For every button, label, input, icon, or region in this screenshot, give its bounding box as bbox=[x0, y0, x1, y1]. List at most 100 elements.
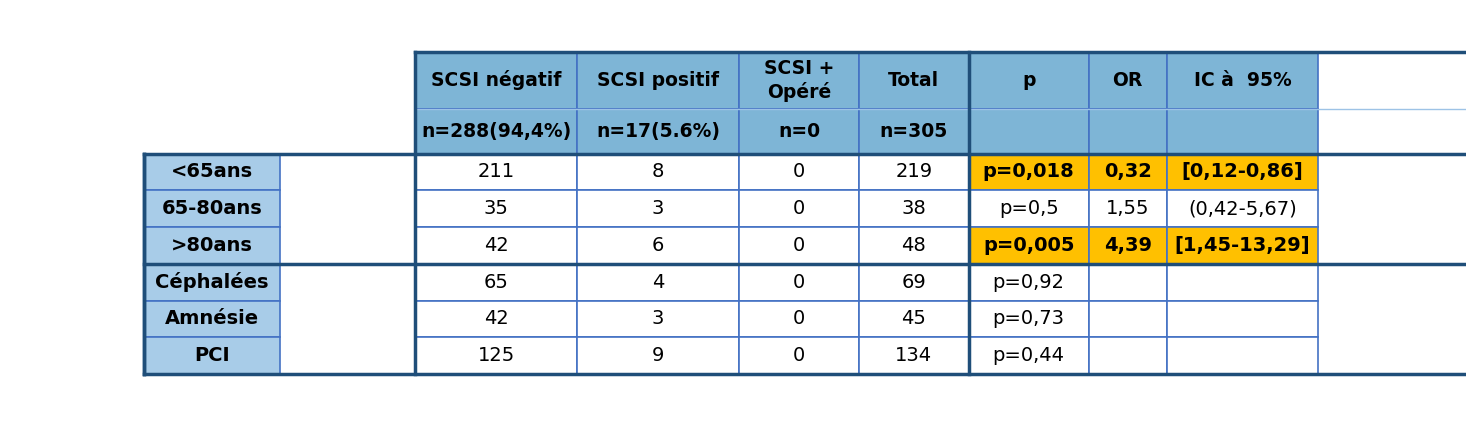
Text: 219: 219 bbox=[896, 162, 932, 181]
Text: IC à  95%: IC à 95% bbox=[1193, 71, 1292, 90]
Bar bbox=[859, 337, 969, 374]
Bar bbox=[859, 154, 969, 190]
Bar bbox=[1089, 108, 1167, 154]
Bar bbox=[415, 264, 578, 300]
Text: 6: 6 bbox=[652, 236, 664, 255]
Bar bbox=[1167, 264, 1318, 300]
Text: 35: 35 bbox=[484, 199, 509, 218]
Bar bbox=[1167, 108, 1318, 154]
Bar bbox=[144, 190, 280, 227]
Bar bbox=[739, 227, 859, 264]
Text: SCSI positif: SCSI positif bbox=[597, 71, 720, 90]
Text: OR: OR bbox=[1113, 71, 1143, 90]
Bar bbox=[1167, 154, 1318, 190]
Bar bbox=[969, 154, 1089, 190]
Text: p=0,005: p=0,005 bbox=[982, 236, 1075, 255]
Bar bbox=[1089, 190, 1167, 227]
Bar bbox=[1089, 337, 1167, 374]
Bar bbox=[1089, 300, 1167, 337]
Bar bbox=[969, 337, 1089, 374]
Bar bbox=[1167, 190, 1318, 227]
Bar bbox=[578, 190, 739, 227]
Bar bbox=[969, 300, 1089, 337]
Bar bbox=[144, 337, 280, 374]
Text: Total: Total bbox=[888, 71, 940, 90]
Text: 0: 0 bbox=[793, 273, 805, 292]
Bar bbox=[859, 108, 969, 154]
Text: n=288(94,4%): n=288(94,4%) bbox=[421, 122, 572, 141]
Bar bbox=[739, 264, 859, 300]
Text: 0: 0 bbox=[793, 236, 805, 255]
Text: PCI: PCI bbox=[194, 346, 230, 365]
Text: 211: 211 bbox=[478, 162, 515, 181]
Bar bbox=[415, 190, 578, 227]
Bar bbox=[969, 264, 1089, 300]
Bar bbox=[1167, 52, 1318, 108]
Bar bbox=[144, 52, 280, 108]
Text: 48: 48 bbox=[902, 236, 927, 255]
Text: p: p bbox=[1022, 71, 1035, 90]
Bar bbox=[415, 337, 578, 374]
Text: 1,55: 1,55 bbox=[1105, 199, 1149, 218]
Text: >80ans: >80ans bbox=[172, 236, 254, 255]
Bar bbox=[1089, 52, 1167, 108]
Bar bbox=[859, 300, 969, 337]
Text: Céphalées: Céphalées bbox=[155, 272, 268, 292]
Text: 0: 0 bbox=[793, 162, 805, 181]
Text: n=0: n=0 bbox=[778, 122, 819, 141]
Bar bbox=[1167, 300, 1318, 337]
Bar bbox=[969, 108, 1089, 154]
Text: 38: 38 bbox=[902, 199, 927, 218]
Bar bbox=[415, 154, 578, 190]
Bar bbox=[578, 52, 739, 108]
Text: 45: 45 bbox=[902, 309, 927, 328]
Bar bbox=[739, 337, 859, 374]
Text: p=0,92: p=0,92 bbox=[992, 273, 1064, 292]
Bar bbox=[415, 300, 578, 337]
Text: <65ans: <65ans bbox=[172, 162, 254, 181]
Text: 9: 9 bbox=[652, 346, 664, 365]
Text: 0: 0 bbox=[793, 309, 805, 328]
Text: n=17(5.6%): n=17(5.6%) bbox=[597, 122, 720, 141]
Text: [1,45-13,29]: [1,45-13,29] bbox=[1174, 236, 1311, 255]
Bar bbox=[144, 154, 280, 190]
Text: SCSI négatif: SCSI négatif bbox=[431, 70, 561, 90]
Bar bbox=[578, 227, 739, 264]
Bar bbox=[1167, 227, 1318, 264]
Bar bbox=[415, 108, 578, 154]
Text: [0,12-0,86]: [0,12-0,86] bbox=[1182, 162, 1303, 181]
Text: 69: 69 bbox=[902, 273, 927, 292]
Bar bbox=[578, 337, 739, 374]
Text: 134: 134 bbox=[896, 346, 932, 365]
Bar bbox=[739, 190, 859, 227]
Bar bbox=[1167, 337, 1318, 374]
Bar bbox=[969, 227, 1089, 264]
Bar bbox=[144, 300, 280, 337]
Text: 4,39: 4,39 bbox=[1104, 236, 1152, 255]
Text: 42: 42 bbox=[484, 309, 509, 328]
Text: 65: 65 bbox=[484, 273, 509, 292]
Text: p=0,5: p=0,5 bbox=[998, 199, 1058, 218]
Text: SCSI +
Opéré: SCSI + Opéré bbox=[764, 60, 834, 102]
Bar bbox=[578, 154, 739, 190]
Text: 0: 0 bbox=[793, 199, 805, 218]
Bar bbox=[739, 154, 859, 190]
Bar bbox=[739, 300, 859, 337]
Bar bbox=[859, 264, 969, 300]
Text: p=0,44: p=0,44 bbox=[992, 346, 1064, 365]
Bar bbox=[578, 264, 739, 300]
Bar bbox=[859, 190, 969, 227]
Bar bbox=[969, 52, 1089, 108]
Bar bbox=[144, 52, 280, 108]
Bar bbox=[859, 52, 969, 108]
Bar bbox=[144, 108, 280, 154]
Text: p=0,73: p=0,73 bbox=[992, 309, 1064, 328]
Text: 125: 125 bbox=[478, 346, 515, 365]
Text: 0,32: 0,32 bbox=[1104, 162, 1152, 181]
Text: p=0,018: p=0,018 bbox=[982, 162, 1075, 181]
Text: 42: 42 bbox=[484, 236, 509, 255]
Bar bbox=[144, 264, 280, 300]
Text: Amnésie: Amnésie bbox=[164, 309, 259, 328]
Text: n=305: n=305 bbox=[880, 122, 949, 141]
Bar bbox=[1089, 154, 1167, 190]
